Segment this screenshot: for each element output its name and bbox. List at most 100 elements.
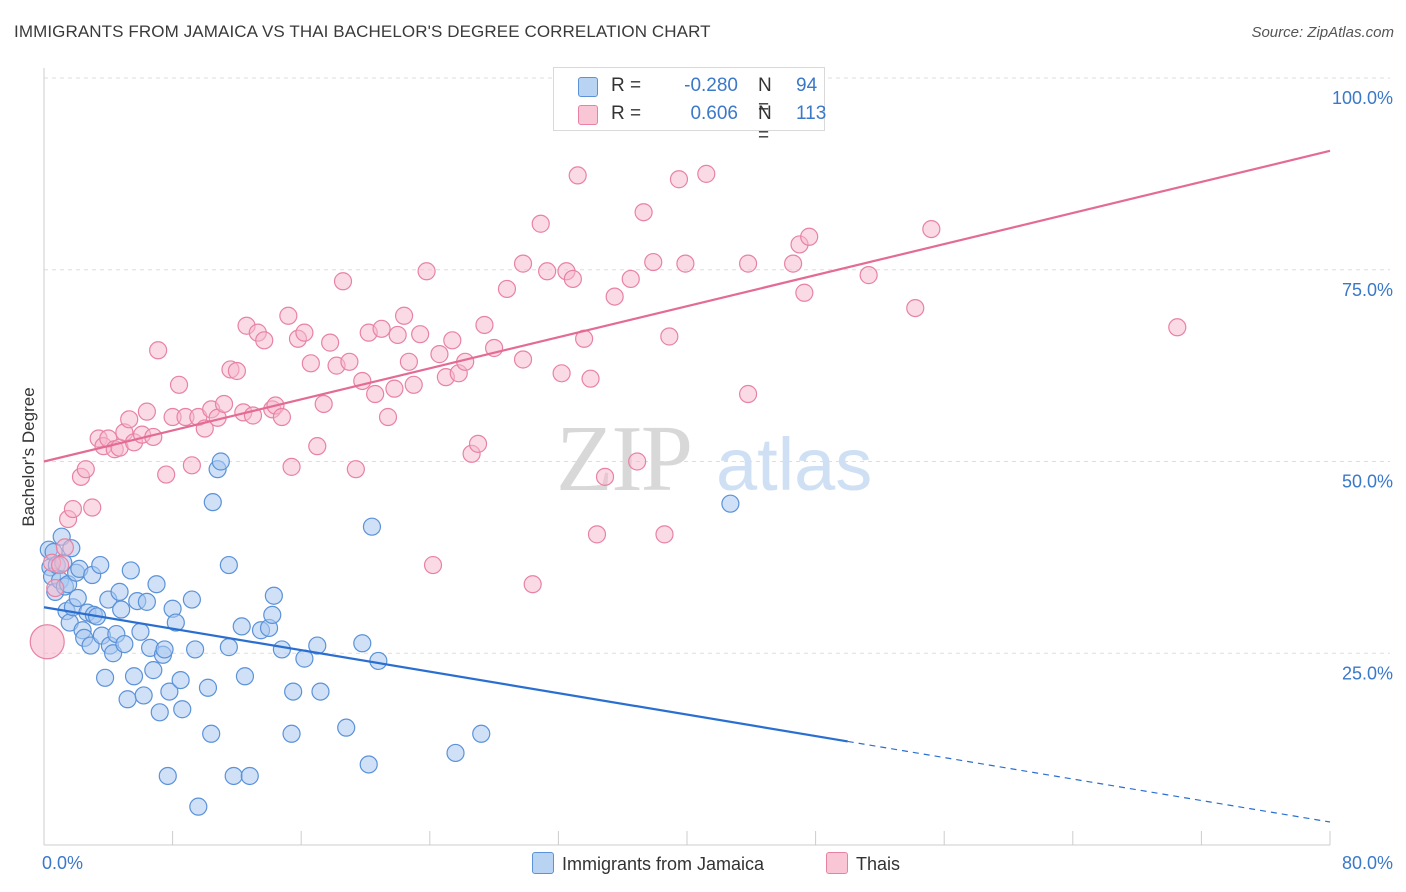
x-tick-label: 80.0%	[1342, 853, 1393, 873]
data-point-thai	[644, 252, 663, 272]
data-point-jamaica	[118, 690, 137, 709]
watermark-zip: ZIP	[556, 407, 691, 511]
data-point-jamaica	[150, 703, 169, 722]
y-tick-label: 50.0%	[1342, 472, 1393, 492]
data-point-thai	[388, 325, 407, 345]
data-point-thai	[394, 306, 414, 325]
data-point-jamaica	[224, 766, 243, 786]
data-point-jamaica	[182, 590, 201, 609]
data-point-jamaica	[272, 640, 292, 659]
data-point-jamaica	[311, 682, 330, 701]
data-point-thai	[227, 361, 246, 381]
data-point-thai	[279, 306, 298, 325]
correlation-legend: R = -0.280 N = 94 R = 0.606 N = 113	[553, 67, 827, 146]
data-point-thai	[83, 498, 102, 517]
data-point-thai	[76, 460, 95, 479]
data-point-thai	[46, 578, 65, 598]
data-point-thai	[443, 331, 462, 350]
data-point-thai	[314, 394, 333, 414]
data-point-thai	[468, 434, 488, 453]
tick-labels: 25.0% 50.0% 75.0% 100.0% 0.0% 80.0%	[42, 88, 1393, 873]
legend-swatch-thai	[578, 105, 598, 125]
data-point-thai	[295, 323, 314, 342]
data-point-jamaica	[472, 724, 491, 743]
data-point-thai	[1168, 318, 1187, 337]
data-point-jamaica	[189, 797, 208, 816]
data-point-thai	[634, 203, 653, 222]
data-point-thai	[513, 254, 533, 273]
data-point-thai	[605, 287, 624, 306]
legend-n-value: 113	[796, 103, 827, 124]
trendline-thai	[43, 149, 1331, 463]
data-point-thai	[301, 354, 320, 373]
data-point-thai	[272, 407, 292, 427]
data-point-jamaica	[203, 493, 222, 512]
data-point-thai	[906, 299, 925, 318]
data-point-thai	[581, 369, 600, 388]
data-point-jamaica	[219, 638, 238, 657]
data-point-thai	[523, 575, 542, 594]
data-point-jamaica	[68, 588, 87, 608]
data-point-thai	[475, 315, 494, 335]
data-point-thai	[423, 555, 443, 575]
y-tick-label: 100.0%	[1332, 88, 1393, 108]
data-point-thai	[340, 352, 359, 371]
data-point-thai	[404, 375, 423, 394]
legend-n-label: N =	[758, 103, 772, 146]
data-point-thai	[55, 538, 74, 557]
legend-swatch-jamaica	[578, 77, 598, 97]
data-point-thai	[587, 525, 607, 544]
data-point-thai	[214, 394, 234, 414]
trendline-jamaica	[43, 606, 848, 743]
y-tick-label: 25.0%	[1342, 663, 1393, 683]
data-point-thai	[922, 219, 941, 239]
data-point-jamaica	[446, 743, 465, 763]
data-point-jamaica	[202, 724, 221, 743]
data-point-jamaica	[144, 661, 163, 680]
data-point-jamaica	[359, 755, 378, 774]
data-point-thai	[669, 170, 689, 189]
data-point-thai	[563, 269, 582, 289]
data-point-thai	[255, 331, 274, 350]
data-point-jamaica	[264, 586, 283, 605]
data-point-jamaica	[337, 718, 356, 737]
data-point-thai	[738, 254, 758, 273]
data-point-thai	[149, 341, 168, 360]
data-point-thai	[378, 407, 398, 427]
legend-r-label: R =	[611, 103, 642, 124]
data-point-jamaica	[353, 634, 372, 653]
data-point-jamaica	[131, 622, 150, 641]
data-point-jamaica	[155, 640, 174, 659]
data-point-jamaica	[721, 494, 740, 513]
legend-n-label: N =	[758, 75, 772, 118]
data-point-thai	[385, 379, 404, 398]
chart-title: IMMIGRANTS FROM JAMAICA VS THAI BACHELOR…	[14, 22, 711, 41]
data-point-jamaica	[134, 686, 153, 705]
data-point-thai	[552, 364, 571, 383]
bottom-legend-swatch-jamaica	[532, 852, 554, 874]
data-point-jamaica	[219, 555, 238, 575]
data-point-jamaica	[369, 651, 388, 671]
data-point-jamaica	[124, 667, 144, 686]
data-point-thai	[738, 384, 758, 404]
data-point-jamaica	[282, 724, 301, 743]
legend-r-label: R =	[611, 75, 642, 96]
data-point-jamaica	[362, 517, 382, 536]
data-point-jamaica	[211, 452, 230, 471]
data-point-jamaica	[308, 636, 327, 655]
data-point-thai	[430, 345, 449, 364]
data-point-thai	[783, 254, 803, 273]
data-point-jamaica	[198, 678, 218, 697]
data-point-jamaica	[160, 682, 179, 701]
data-point-thai	[346, 460, 365, 479]
watermark-atlas: atlas	[716, 423, 872, 506]
data-point-jamaica	[263, 605, 282, 625]
data-point-jamaica	[158, 766, 177, 786]
data-point-thai	[157, 465, 176, 484]
data-point-jamaica	[166, 613, 185, 632]
data-point-thai	[120, 410, 139, 429]
data-point-thai	[63, 499, 83, 519]
data-point-thai	[595, 467, 615, 486]
y-axis-label: Bachelor's Degree	[19, 387, 38, 526]
